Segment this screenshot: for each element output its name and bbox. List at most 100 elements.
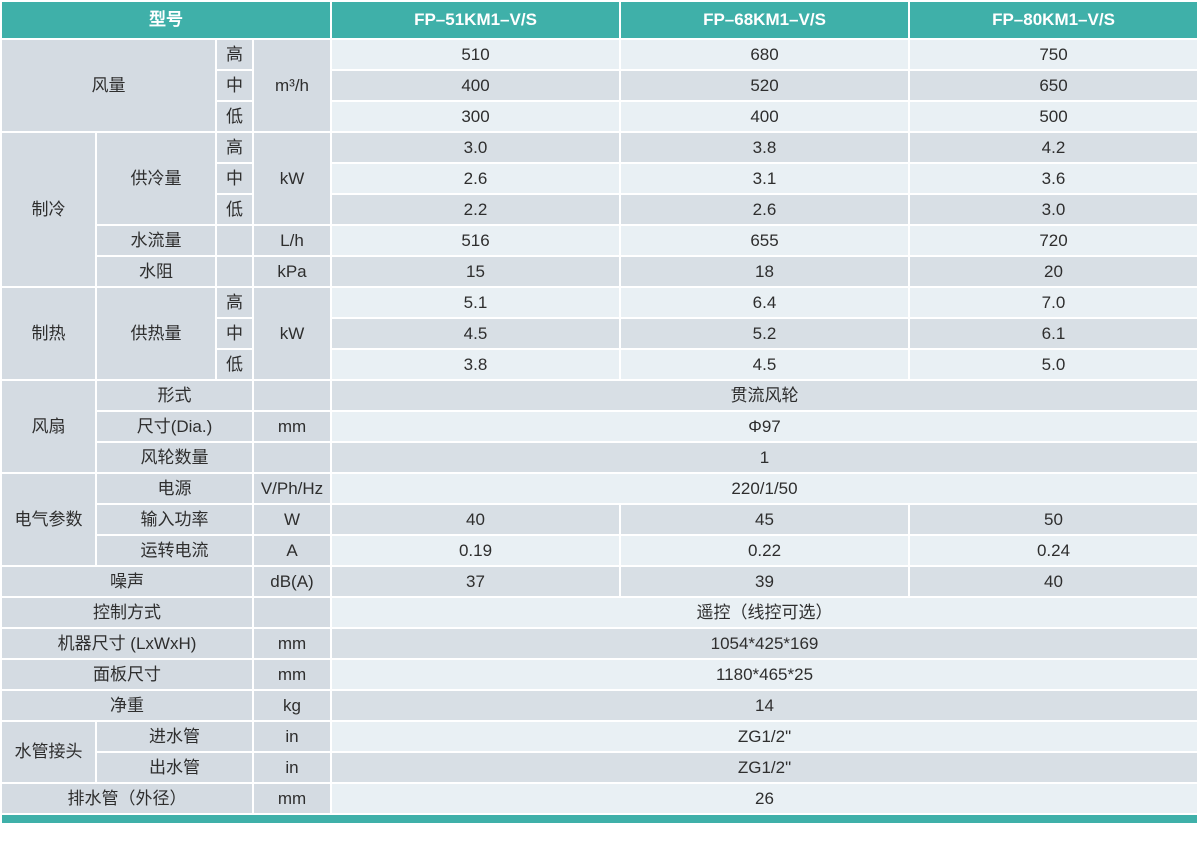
cooling-capacity-low-row: 低 2.2 2.6 3.0 bbox=[1, 193, 1197, 226]
pipe-connections-group-label: 水管接头 bbox=[0, 720, 97, 784]
model-name-fp80: FP–80KM1–V/S bbox=[908, 0, 1197, 40]
control-row: 控制方式 遥控（线控可选） bbox=[0, 596, 1197, 629]
net-weight-label: 净重 bbox=[0, 689, 254, 722]
value-cell: 3.8 bbox=[330, 348, 621, 381]
model-header-label: 型号 bbox=[0, 0, 332, 40]
model-name-fp68: FP–68KM1–V/S bbox=[619, 0, 910, 40]
cooling-level-high: 高 bbox=[215, 131, 254, 164]
fan-size-row: 尺寸(Dia.) mm Φ97 bbox=[1, 410, 1197, 443]
heating-capacity-mid-row: 中 4.5 5.2 6.1 bbox=[1, 317, 1197, 350]
airflow-high-row: 风量 高 m³/h 510 680 750 bbox=[0, 38, 1197, 133]
fan-type-row: 风扇 形式 贯流风轮 bbox=[0, 379, 1197, 474]
value-cell: 6.4 bbox=[619, 286, 910, 319]
value-cell: 516 bbox=[330, 224, 621, 257]
value-cell: 400 bbox=[619, 100, 910, 133]
fan-size-label: 尺寸(Dia.) bbox=[95, 410, 254, 443]
value-cell-merged: 贯流风轮 bbox=[330, 379, 1197, 412]
value-cell: 400 bbox=[330, 69, 621, 102]
value-cell: 3.6 bbox=[908, 162, 1197, 195]
cooling-capacity-unit: kW bbox=[252, 131, 332, 226]
input-power-label: 输入功率 bbox=[95, 503, 254, 536]
fan-size-unit: mm bbox=[252, 410, 332, 443]
cooling-capacity-mid-row: 中 2.6 3.1 3.6 bbox=[1, 162, 1197, 195]
footer-bar-row bbox=[0, 813, 1197, 825]
running-current-unit: A bbox=[252, 534, 332, 567]
cooling-capacity-high-row: 制冷 供冷量 高 kW 3.0 3.8 4.2 bbox=[0, 131, 1197, 288]
value-cell: 0.24 bbox=[908, 534, 1197, 567]
value-cell: 510 bbox=[330, 38, 621, 71]
control-label: 控制方式 bbox=[0, 596, 254, 629]
power-supply-label: 电源 bbox=[95, 472, 254, 505]
water-flow-label: 水流量 bbox=[95, 224, 217, 257]
heating-capacity-label: 供热量 bbox=[95, 286, 217, 381]
panel-dimensions-label: 面板尺寸 bbox=[0, 658, 254, 691]
value-cell: 5.1 bbox=[330, 286, 621, 319]
value-cell: 650 bbox=[908, 69, 1197, 102]
fan-wheel-count-row: 风轮数量 1 bbox=[1, 441, 1197, 474]
value-cell: 720 bbox=[908, 224, 1197, 257]
water-resistance-row: 水阻 kPa 15 18 20 bbox=[1, 255, 1197, 288]
airflow-mid-row: 中 400 520 650 bbox=[1, 69, 1197, 102]
running-current-row: 运转电流 A 0.19 0.22 0.24 bbox=[1, 534, 1197, 567]
drain-pipe-unit: mm bbox=[252, 782, 332, 815]
unit-dimensions-label: 机器尺寸 (LxWxH) bbox=[0, 627, 254, 660]
fan-type-label: 形式 bbox=[95, 379, 254, 412]
value-cell-merged: 1180*465*25 bbox=[330, 658, 1197, 691]
unit-dimensions-row: 机器尺寸 (LxWxH) mm 1054*425*169 bbox=[0, 627, 1197, 660]
airflow-group-label: 风量 bbox=[0, 38, 217, 133]
fan-wheel-count-unit bbox=[252, 441, 332, 474]
panel-dimensions-unit: mm bbox=[252, 658, 332, 691]
value-cell: 3.1 bbox=[619, 162, 910, 195]
heating-capacity-low-row: 低 3.8 4.5 5.0 bbox=[1, 348, 1197, 381]
water-flow-row: 水流量 L/h 516 655 720 bbox=[1, 224, 1197, 257]
value-cell: 680 bbox=[619, 38, 910, 71]
water-flow-unit: L/h bbox=[252, 224, 332, 257]
value-cell: 500 bbox=[908, 100, 1197, 133]
value-cell: 15 bbox=[330, 255, 621, 288]
heating-level-high: 高 bbox=[215, 286, 254, 319]
net-weight-unit: kg bbox=[252, 689, 332, 722]
outlet-pipe-label: 出水管 bbox=[95, 751, 254, 784]
power-supply-unit: V/Ph/Hz bbox=[252, 472, 332, 505]
value-cell: 655 bbox=[619, 224, 910, 257]
value-cell: 520 bbox=[619, 69, 910, 102]
value-cell: 7.0 bbox=[908, 286, 1197, 319]
spacer-cell bbox=[215, 255, 254, 288]
airflow-level-mid: 中 bbox=[215, 69, 254, 102]
spec-table: 型号 FP–51KM1–V/S FP–68KM1–V/S FP–80KM1–V/… bbox=[0, 0, 1197, 825]
spacer-cell bbox=[215, 224, 254, 257]
airflow-low-row: 低 300 400 500 bbox=[1, 100, 1197, 133]
value-cell-merged: 26 bbox=[330, 782, 1197, 815]
value-cell: 6.1 bbox=[908, 317, 1197, 350]
model-name-fp51: FP–51KM1–V/S bbox=[330, 0, 621, 40]
cooling-group-label: 制冷 bbox=[0, 131, 97, 288]
value-cell-merged: Φ97 bbox=[330, 410, 1197, 443]
running-current-label: 运转电流 bbox=[95, 534, 254, 567]
noise-row: 噪声 dB(A) 37 39 40 bbox=[0, 565, 1197, 598]
cooling-capacity-label: 供冷量 bbox=[95, 131, 217, 226]
unit-dimensions-unit: mm bbox=[252, 627, 332, 660]
electrical-group-label: 电气参数 bbox=[0, 472, 97, 567]
value-cell: 4.5 bbox=[330, 317, 621, 350]
fan-wheel-count-label: 风轮数量 bbox=[95, 441, 254, 474]
value-cell: 20 bbox=[908, 255, 1197, 288]
value-cell: 39 bbox=[619, 565, 910, 598]
outlet-pipe-unit: in bbox=[252, 751, 332, 784]
fan-group-label: 风扇 bbox=[0, 379, 97, 474]
heating-level-low: 低 bbox=[215, 348, 254, 381]
heating-group-label: 制热 bbox=[0, 286, 97, 381]
value-cell-merged: 1054*425*169 bbox=[330, 627, 1197, 660]
value-cell: 3.8 bbox=[619, 131, 910, 164]
input-power-unit: W bbox=[252, 503, 332, 536]
value-cell: 18 bbox=[619, 255, 910, 288]
drain-pipe-row: 排水管（外径） mm 26 bbox=[0, 782, 1197, 815]
input-power-row: 输入功率 W 40 45 50 bbox=[1, 503, 1197, 536]
value-cell: 750 bbox=[908, 38, 1197, 71]
heating-capacity-high-row: 制热 供热量 高 kW 5.1 6.4 7.0 bbox=[0, 286, 1197, 381]
value-cell: 300 bbox=[330, 100, 621, 133]
outlet-pipe-row: 出水管 in ZG1/2" bbox=[1, 751, 1197, 784]
inlet-pipe-row: 水管接头 进水管 in ZG1/2" bbox=[0, 720, 1197, 784]
value-cell-merged: 遥控（线控可选） bbox=[330, 596, 1197, 629]
fan-type-unit bbox=[252, 379, 332, 412]
airflow-level-high: 高 bbox=[215, 38, 254, 71]
